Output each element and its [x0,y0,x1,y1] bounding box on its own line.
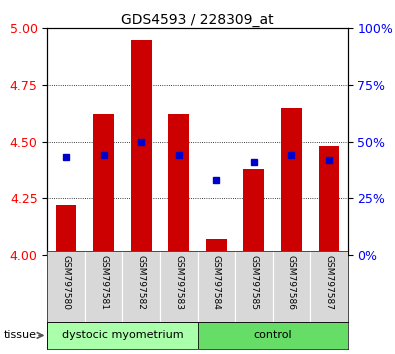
Text: tissue: tissue [4,330,37,341]
Text: GSM797584: GSM797584 [212,255,221,310]
Text: GSM797582: GSM797582 [137,255,146,310]
Bar [281,108,302,255]
Text: GSM797586: GSM797586 [287,255,296,310]
Bar [47,322,198,349]
Text: control: control [253,330,292,341]
Bar [131,40,152,255]
Bar [198,251,235,322]
Text: dystocic myometrium: dystocic myometrium [62,330,183,341]
Bar [206,239,227,255]
Bar [168,114,189,255]
Bar [93,114,114,255]
Text: GSM797580: GSM797580 [62,255,71,310]
Bar [122,251,160,322]
Title: GDS4593 / 228309_at: GDS4593 / 228309_at [121,13,274,27]
Text: GSM797583: GSM797583 [174,255,183,310]
Text: GSM797587: GSM797587 [324,255,333,310]
Bar [235,251,273,322]
Text: GSM797585: GSM797585 [249,255,258,310]
Bar [273,251,310,322]
Bar [198,322,348,349]
Bar [318,146,339,255]
Bar [47,251,85,322]
Text: GSM797581: GSM797581 [99,255,108,310]
Bar [310,251,348,322]
Bar [85,251,122,322]
Bar [56,205,77,255]
Bar [160,251,198,322]
Bar [243,169,264,255]
